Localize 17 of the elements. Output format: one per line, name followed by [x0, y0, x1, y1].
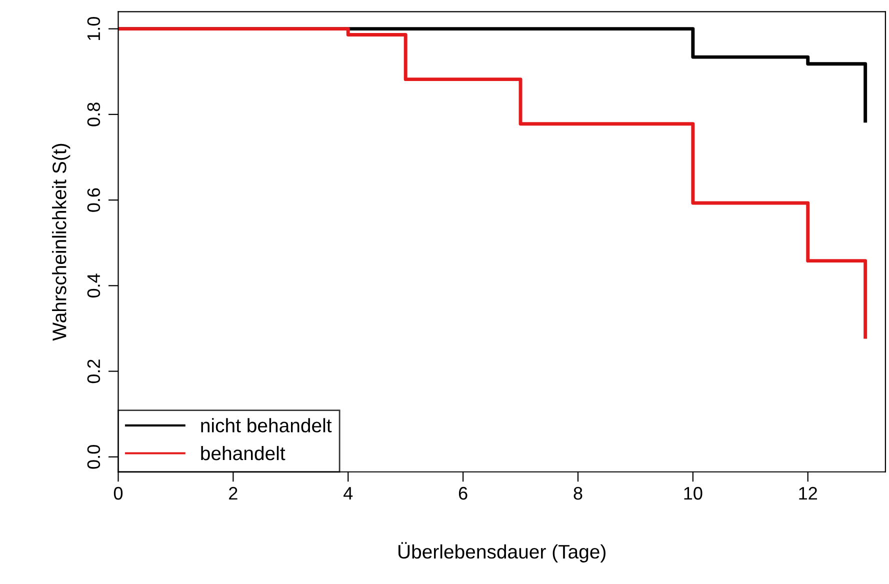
x-tick-label: 0	[114, 486, 123, 500]
x-axis-title: Überlebensdauer (Tage)	[398, 542, 606, 562]
legend-label: nicht behandelt	[201, 418, 332, 432]
legend-label: behandelt	[201, 446, 286, 460]
x-tick-label: 4	[344, 487, 353, 500]
y-tick-label: 1.0	[87, 16, 100, 40]
x-tick-label: 10	[684, 486, 702, 500]
y-tick-label: 0.0	[87, 445, 100, 469]
x-tick-label: 6	[458, 486, 468, 500]
y-axis-title: Wahrscheinlichkeit S(t)	[52, 144, 70, 341]
x-tick-label: 8	[574, 486, 582, 500]
x-tick-label: 2	[229, 486, 238, 500]
y-tick-label: 0.4	[87, 274, 100, 298]
y-tick-label: 0.2	[87, 360, 100, 384]
x-tick-label: 12	[799, 486, 817, 500]
y-tick-label: 0.6	[87, 188, 100, 212]
y-tick-label: 0.8	[87, 102, 100, 126]
